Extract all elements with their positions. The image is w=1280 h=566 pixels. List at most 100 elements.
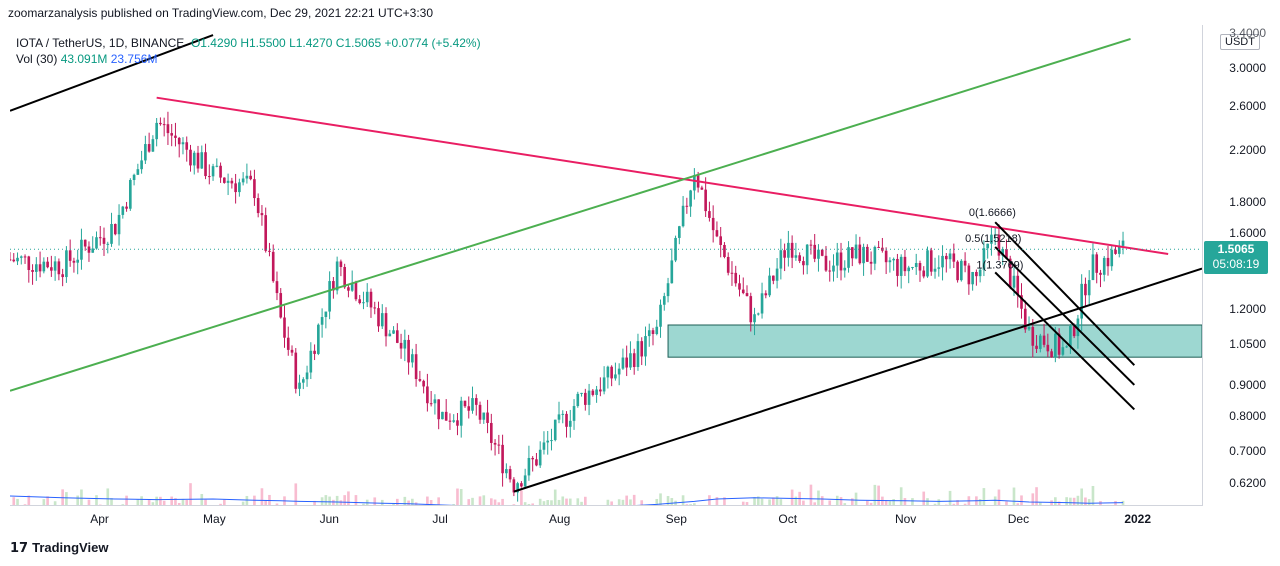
candle-body [553,419,557,441]
publisher-line: zoomarzanalysis published on TradingView… [8,6,434,20]
volume-bar [580,501,583,505]
candle-body [783,250,786,258]
legend-low: L1.4270 [289,36,333,50]
volume-bar [264,500,268,505]
candle-body [418,379,422,381]
candle-body [903,256,907,272]
candle-body [538,449,542,466]
candle-body [914,263,918,268]
candle-body [561,413,565,415]
candle-body [301,379,305,383]
candle-body [779,250,783,269]
price-tick-label: 1.6000 [1229,226,1266,241]
candle-body [944,255,948,260]
currency-badge[interactable]: USDT [1220,34,1260,50]
candle-body [411,354,414,363]
volume-bar [339,500,343,505]
legend-vol-label[interactable]: Vol (30) [16,52,58,66]
volume-bar [12,497,16,505]
candle-body [162,124,166,126]
candle-body [219,165,222,178]
candle-body [599,389,602,392]
candle-body [125,206,128,209]
volume-bar [802,500,805,505]
candle-body [666,283,670,297]
volume-bar [866,500,869,505]
candle-body [824,255,828,271]
candle-body [926,250,929,277]
candle-body [324,311,328,318]
tradingview-brand[interactable]: 17 TradingView [10,540,108,556]
candle-body [659,304,662,327]
legend-symbol[interactable]: IOTA / TetherUS, 1D, BINANCE [16,36,185,50]
candle-body [27,256,31,271]
candle-body [1038,335,1042,349]
volume-bar [189,483,192,505]
volume-bar [1080,488,1083,505]
volume-bar [843,503,847,505]
volume-bar [1076,495,1080,505]
candle-body [320,317,324,325]
candle-body [971,271,974,285]
volume-bar [1035,487,1038,505]
last-price: 1.5065 [1217,242,1255,256]
candle-body [65,250,68,278]
candle-body [1057,333,1061,355]
volume-bar [95,495,98,505]
volume-bar [1065,497,1068,505]
volume-bar [335,495,339,505]
candle-body [572,406,576,421]
volume-bar [922,491,926,505]
candle-body [1121,240,1125,246]
price-tick-label: 1.2000 [1229,302,1266,317]
candle-body [531,457,534,460]
volume-bar [241,501,245,505]
candle-body [403,339,407,349]
candle-body [629,353,632,368]
candle-body [610,366,613,379]
volume-bar [174,498,177,505]
volume-bar [993,496,997,505]
candle-body [1065,346,1068,348]
candle-body [358,299,362,304]
candle-body [441,411,444,420]
candle-body [854,244,858,259]
volume-bar [937,499,941,505]
candle-body [332,281,335,291]
chart-frame[interactable] [10,25,1203,506]
candle-body [286,337,290,350]
candle-body [200,152,204,169]
volume-bar [1054,497,1057,505]
candle-body [565,413,568,427]
candle-body [764,293,768,296]
volume-bar [768,499,771,505]
candle-body [204,152,207,177]
candle-body [117,214,121,235]
volume-bar [952,503,956,505]
candle-body [422,380,425,387]
candle-body [632,353,636,367]
volume-bar [817,490,820,505]
candle-body [693,175,696,191]
volume-bar [655,498,659,505]
candle-body [347,287,350,291]
volume-bar [219,503,222,505]
price-chart[interactable]: 0(1.6666) 0.5(1.5218) 1(1.3769) [10,25,1202,505]
candle-body [888,260,892,263]
candle-body [982,248,986,270]
volume-bar [177,503,181,505]
candle-body [384,313,388,337]
candle-body [298,382,301,389]
candle-body [16,257,19,262]
candle-body [489,422,493,443]
candle-body [132,174,136,180]
candle-body [1031,326,1035,346]
volume-bar [354,495,358,505]
candle-body [275,281,279,294]
volume-bar [869,502,873,505]
legend-vol-value: 43.091M [60,52,108,66]
candle-body [1020,295,1023,309]
volume-bar [617,499,621,505]
price-tick-label: 3.0000 [1229,61,1266,75]
candle-body [444,411,448,421]
